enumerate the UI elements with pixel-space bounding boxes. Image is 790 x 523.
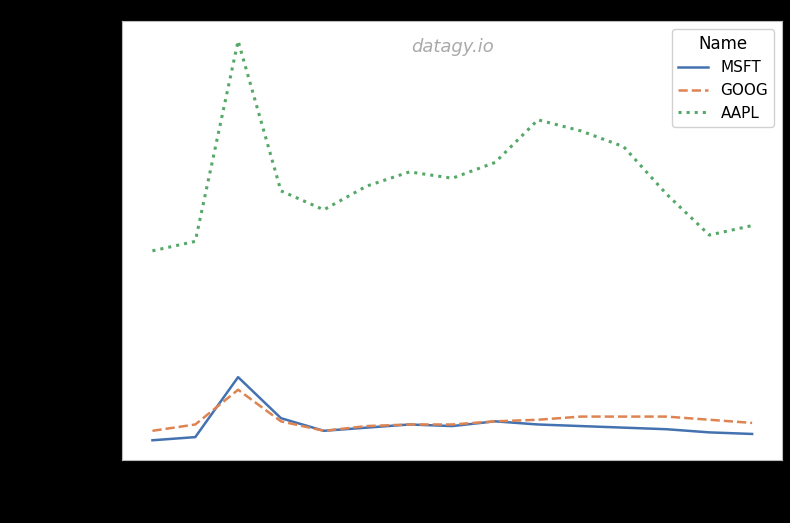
MSFT: [190, 434, 200, 440]
AAPL: [576, 128, 585, 134]
MSFT: [362, 425, 371, 431]
MSFT: [447, 423, 457, 429]
GOOG: [148, 428, 157, 434]
MSFT: [233, 374, 243, 380]
AAPL: [447, 175, 457, 181]
Line: MSFT: MSFT: [152, 377, 752, 440]
GOOG: [491, 418, 500, 425]
GOOG: [619, 414, 628, 420]
GOOG: [319, 428, 329, 434]
GOOG: [190, 422, 200, 428]
Line: AAPL: AAPL: [152, 41, 752, 251]
AAPL: [662, 191, 672, 197]
GOOG: [747, 420, 757, 426]
AAPL: [533, 117, 543, 123]
GOOG: [404, 422, 414, 428]
GOOG: [662, 414, 672, 420]
AAPL: [233, 38, 243, 44]
Text: datagy.io: datagy.io: [411, 39, 494, 56]
MSFT: [319, 428, 329, 434]
MSFT: [148, 437, 157, 444]
MSFT: [276, 415, 286, 422]
GOOG: [533, 417, 543, 423]
GOOG: [276, 418, 286, 425]
AAPL: [705, 232, 714, 238]
AAPL: [404, 169, 414, 175]
MSFT: [619, 425, 628, 431]
GOOG: [362, 423, 371, 429]
AAPL: [276, 188, 286, 194]
AAPL: [747, 222, 757, 229]
Line: GOOG: GOOG: [152, 390, 752, 431]
GOOG: [233, 386, 243, 393]
GOOG: [576, 414, 585, 420]
MSFT: [404, 422, 414, 428]
GOOG: [705, 417, 714, 423]
MSFT: [747, 431, 757, 437]
AAPL: [190, 238, 200, 245]
Legend: MSFT, GOOG, AAPL: MSFT, GOOG, AAPL: [672, 29, 774, 127]
MSFT: [533, 422, 543, 428]
AAPL: [491, 160, 500, 166]
MSFT: [705, 429, 714, 436]
MSFT: [491, 418, 500, 425]
AAPL: [319, 207, 329, 213]
MSFT: [576, 423, 585, 429]
AAPL: [362, 183, 371, 189]
MSFT: [662, 426, 672, 433]
AAPL: [619, 143, 628, 150]
GOOG: [447, 422, 457, 428]
AAPL: [148, 248, 157, 254]
